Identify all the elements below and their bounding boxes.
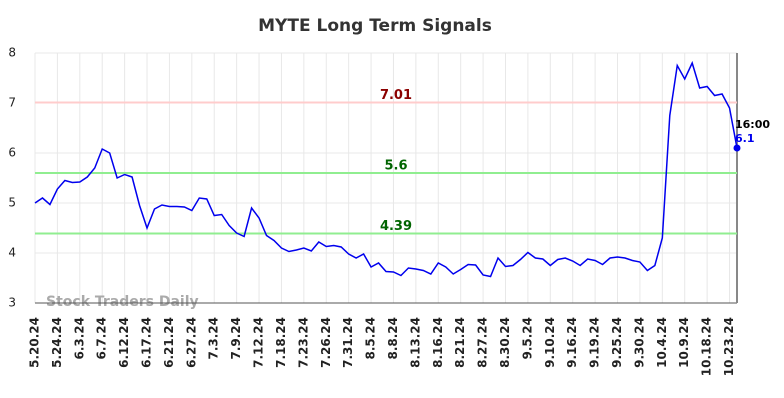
x-tick-label: 6.7.24 [95,317,109,360]
x-tick-label: 7.23.24 [296,317,310,368]
x-tick-label: 8.21.24 [453,317,467,368]
x-tick-label: 9.5.24 [520,317,534,360]
x-tick-label: 5.24.24 [50,317,64,368]
x-tick-label: 10.23.24 [722,317,736,376]
x-tick-label: 8.30.24 [498,317,512,368]
x-tick-label: 10.9.24 [677,317,691,368]
x-tick-label: 7.31.24 [341,317,355,368]
x-tick-label: 8.8.24 [386,317,400,360]
price-line [34,60,738,278]
watermark: Stock Traders Daily [46,294,199,310]
x-tick-label: 10.4.24 [655,317,669,368]
x-tick-label: 6.27.24 [184,317,198,368]
last-time: 16:00 [735,118,770,131]
x-tick-label: 9.30.24 [632,317,646,368]
x-tick-label: 5.20.24 [28,317,42,368]
last-value: 6.1 [735,132,755,145]
y-tick-label: 4 [8,246,16,260]
x-tick-label: 9.19.24 [588,317,602,368]
chart-title: MYTE Long Term Signals [258,16,492,36]
x-tick-label: 6.3.24 [72,317,86,360]
x-tick-label: 8.16.24 [431,317,445,368]
x-tick-label: 9.16.24 [565,317,579,368]
x-tick-label: 6.12.24 [117,317,131,368]
y-tick-label: 5 [8,196,16,210]
y-tick-label: 7 [8,96,16,110]
x-tick-label: 9.25.24 [610,317,624,368]
x-tick-label: 6.21.24 [162,317,176,368]
x-tick-label: 9.10.24 [543,317,557,368]
x-tick-label: 7.18.24 [274,317,288,368]
last-point [733,144,741,152]
x-tick-label: 8.5.24 [364,317,378,360]
x-tick-label: 8.27.24 [476,317,490,368]
signal-label: 4.39 [380,219,412,234]
x-tick-label: 6.17.24 [140,317,154,368]
signal-label: 7.01 [380,88,412,103]
x-tick-label: 10.18.24 [700,317,714,376]
x-tick-label: 7.9.24 [229,317,243,360]
x-tick-label: 7.3.24 [207,317,221,360]
y-tick-label: 3 [8,296,16,310]
x-tick-label: 7.26.24 [319,317,333,368]
x-tick-label: 7.12.24 [252,317,266,368]
y-tick-label: 8 [8,46,16,60]
y-tick-label: 6 [8,146,16,160]
x-tick-label: 8.13.24 [408,317,422,368]
signal-label: 5.6 [384,159,407,174]
